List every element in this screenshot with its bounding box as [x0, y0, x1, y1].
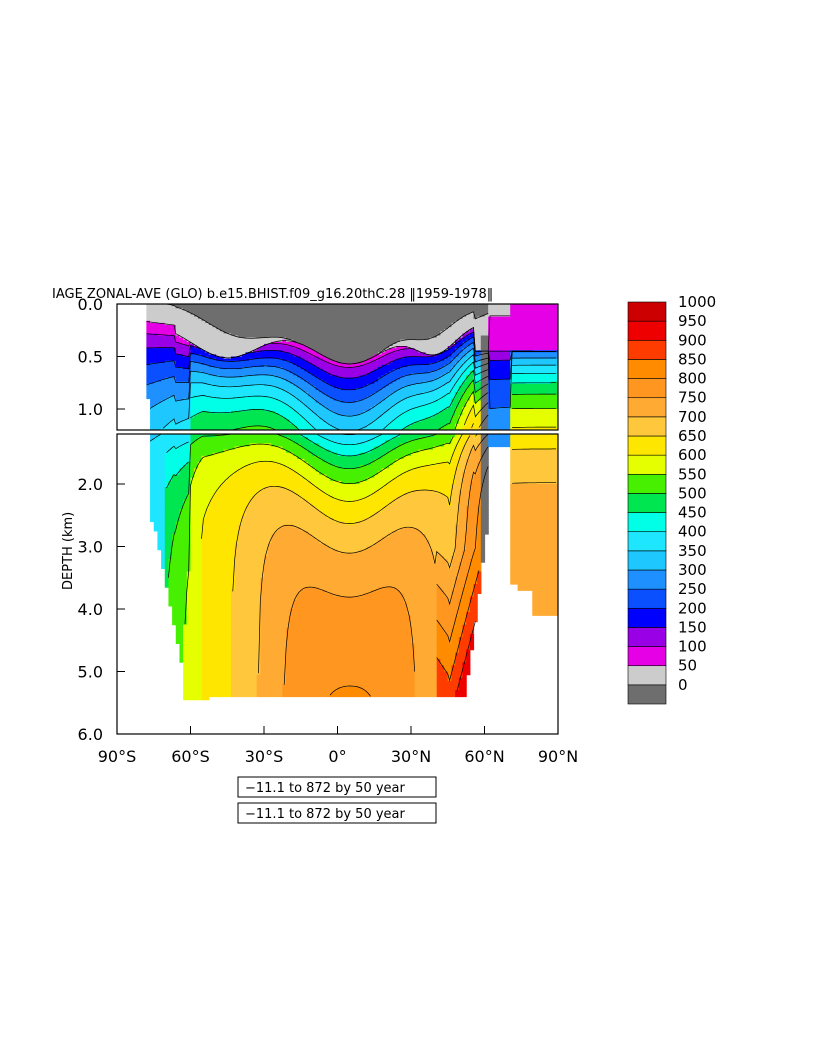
- y-tick-label: 5.0: [78, 663, 103, 682]
- chart-title: IAGE ZONAL-AVE (GLO) b.e15.BHIST.f09_g16…: [52, 287, 493, 302]
- colorbar-label: 850: [678, 350, 707, 368]
- colorbar-swatch: [627, 512, 667, 533]
- colorbar-label: 600: [678, 446, 707, 464]
- colorbar-label: 750: [678, 389, 707, 407]
- colorbar-label: 550: [678, 465, 707, 483]
- colorbar-label: 450: [678, 504, 707, 522]
- colorbar-swatch: [627, 607, 667, 628]
- colorbar-swatch: [627, 397, 667, 418]
- colorbar-swatch: [627, 454, 667, 475]
- y-tick-label: 2.0: [78, 475, 103, 494]
- y-axis-label: DEPTH (km): [61, 512, 76, 590]
- range-note-1-text: −11.1 to 872 by 50 year: [245, 781, 406, 796]
- colorbar-label: 900: [678, 331, 707, 349]
- colorbar-swatch: [627, 359, 667, 379]
- y-tick-label: 6.0: [78, 725, 103, 744]
- colorbar-swatch: [627, 665, 667, 686]
- colorbar-swatch: [627, 627, 667, 647]
- colorbar-swatch: [627, 550, 667, 571]
- colorbar-label: 950: [678, 312, 707, 330]
- colorbar-label: 50: [678, 657, 697, 675]
- x-tick-label: 30°S: [245, 747, 284, 766]
- y-tick-label: 4.0: [78, 600, 103, 619]
- colorbar-swatch: [627, 378, 667, 399]
- colorbar-label: 300: [678, 561, 707, 579]
- colorbar-label: 700: [678, 408, 707, 426]
- colorbar-label: 800: [678, 370, 707, 388]
- colorbar-swatch: [627, 646, 667, 667]
- x-tick-label: 90°S: [98, 747, 137, 766]
- colorbar-label: 1000: [678, 293, 716, 311]
- colorbar-swatch: [627, 320, 667, 341]
- range-note-1: −11.1 to 872 by 50 year: [237, 776, 437, 798]
- colorbar-swatch: [627, 531, 667, 552]
- y-tick-label: 0.5: [78, 348, 103, 367]
- colorbar-label: 100: [678, 638, 707, 656]
- upper-panel: [146, 304, 558, 430]
- colorbar-swatch: [627, 684, 667, 705]
- x-tick-label: 90°N: [538, 747, 578, 766]
- upper-panel-frame: [116, 303, 559, 431]
- colorbar-label: 150: [678, 618, 707, 636]
- y-tick-label: 1.0: [78, 400, 103, 419]
- x-tick-label: 0°: [328, 747, 346, 766]
- colorbar-label: 250: [678, 580, 707, 598]
- colorbar-swatch: [627, 569, 667, 590]
- colorbar: 1000950900850800750700650600550500450400…: [627, 293, 716, 705]
- y-tick-label: 3.0: [78, 538, 103, 557]
- colorbar-label: 400: [678, 523, 707, 541]
- range-note-2-text: −11.1 to 872 by 50 year: [245, 807, 406, 822]
- colorbar-swatch: [627, 473, 667, 494]
- colorbar-label: 0: [678, 676, 688, 694]
- colorbar-swatch: [627, 339, 667, 360]
- colorbar-swatch: [627, 493, 667, 513]
- axes: 90°S 60°S 30°S 0° 30°N 60°N 90°N 0.0 0.5 1.0 2.0 3.…: [78, 295, 579, 766]
- x-tick-label: 60°S: [171, 747, 210, 766]
- colorbar-label: 650: [678, 427, 707, 445]
- colorbar-swatch: [627, 301, 667, 322]
- colorbar-swatch: [627, 435, 667, 456]
- colorbar-label: 200: [678, 599, 707, 617]
- x-tick-label: 60°N: [464, 747, 504, 766]
- x-tick-label: 30°N: [391, 747, 431, 766]
- colorbar-label: 500: [678, 484, 707, 502]
- lower-panel: [149, 434, 558, 701]
- y-tick-label: 0.0: [78, 295, 103, 314]
- range-note-2: −11.1 to 872 by 50 year: [237, 802, 437, 824]
- colorbar-label: 350: [678, 542, 707, 560]
- colorbar-swatch: [627, 416, 667, 437]
- colorbar-swatch: [627, 588, 667, 609]
